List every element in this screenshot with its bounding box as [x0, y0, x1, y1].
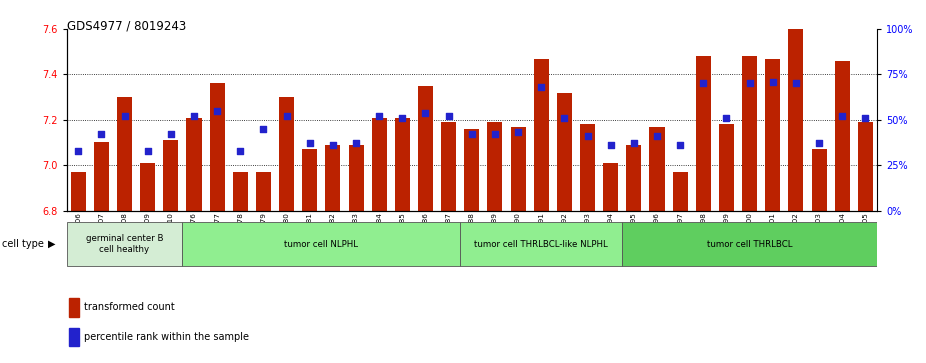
Point [394, 115, 409, 121]
Bar [69, 328, 79, 346]
Point [464, 131, 479, 137]
Point [163, 131, 178, 137]
Point [325, 142, 340, 148]
Bar [487, 122, 503, 211]
Point [418, 110, 432, 115]
Point [672, 142, 687, 148]
Bar [603, 163, 619, 211]
Bar [69, 298, 79, 317]
Point [695, 81, 710, 86]
Point [487, 131, 502, 137]
Bar [418, 86, 433, 211]
Bar [857, 122, 873, 211]
Text: GDS4977 / 8019243: GDS4977 / 8019243 [67, 20, 186, 33]
Point [557, 115, 571, 121]
Bar [649, 127, 665, 211]
Bar [719, 124, 734, 211]
Bar [186, 118, 202, 211]
Bar [695, 56, 711, 211]
Bar [510, 127, 526, 211]
Point [857, 115, 872, 121]
Bar [788, 29, 804, 211]
Bar [371, 118, 387, 211]
Bar [140, 163, 156, 211]
Point [788, 81, 803, 86]
Point [834, 113, 849, 119]
Point [302, 140, 317, 146]
Point [742, 81, 757, 86]
Text: cell type: cell type [2, 239, 44, 249]
Point [580, 133, 594, 139]
Point [70, 148, 85, 154]
Point [765, 79, 780, 85]
Bar [811, 149, 827, 211]
Bar [94, 143, 109, 211]
Point [371, 113, 386, 119]
Text: percentile rank within the sample: percentile rank within the sample [84, 332, 249, 342]
Point [441, 113, 456, 119]
Point [811, 140, 826, 146]
Text: tumor cell NLPHL: tumor cell NLPHL [284, 240, 358, 249]
Bar [834, 61, 850, 211]
Point [626, 140, 641, 146]
Text: tumor cell THRLBCL: tumor cell THRLBCL [707, 240, 793, 249]
Point [533, 84, 548, 90]
Point [94, 131, 109, 137]
Bar [117, 97, 132, 211]
Bar [672, 172, 688, 211]
Text: germinal center B
cell healthy: germinal center B cell healthy [86, 234, 163, 254]
Point [256, 126, 270, 132]
Bar [182, 222, 460, 266]
Bar [464, 129, 480, 211]
Bar [626, 145, 642, 211]
Bar [533, 58, 549, 211]
Point [117, 113, 131, 119]
Bar [325, 145, 341, 211]
Bar [742, 56, 757, 211]
Point [510, 130, 525, 135]
Bar [557, 93, 572, 211]
Bar [622, 222, 877, 266]
Point [603, 142, 618, 148]
Bar [302, 149, 318, 211]
Bar [232, 172, 248, 211]
Bar [765, 58, 781, 211]
Point [348, 140, 363, 146]
Bar [441, 122, 457, 211]
Point [279, 113, 294, 119]
Text: tumor cell THRLBCL-like NLPHL: tumor cell THRLBCL-like NLPHL [474, 240, 608, 249]
Bar [70, 172, 86, 211]
Point [186, 113, 201, 119]
Point [719, 115, 733, 121]
Bar [279, 97, 294, 211]
Point [649, 133, 664, 139]
Point [209, 108, 224, 114]
Text: ▶: ▶ [48, 239, 56, 249]
Bar [163, 140, 179, 211]
Point [140, 148, 155, 154]
Bar [209, 83, 225, 211]
Bar [256, 172, 271, 211]
Bar [580, 124, 595, 211]
Point [232, 148, 247, 154]
Bar [67, 222, 182, 266]
Bar [394, 118, 410, 211]
Bar [460, 222, 622, 266]
Bar [348, 145, 364, 211]
Text: transformed count: transformed count [84, 302, 175, 313]
